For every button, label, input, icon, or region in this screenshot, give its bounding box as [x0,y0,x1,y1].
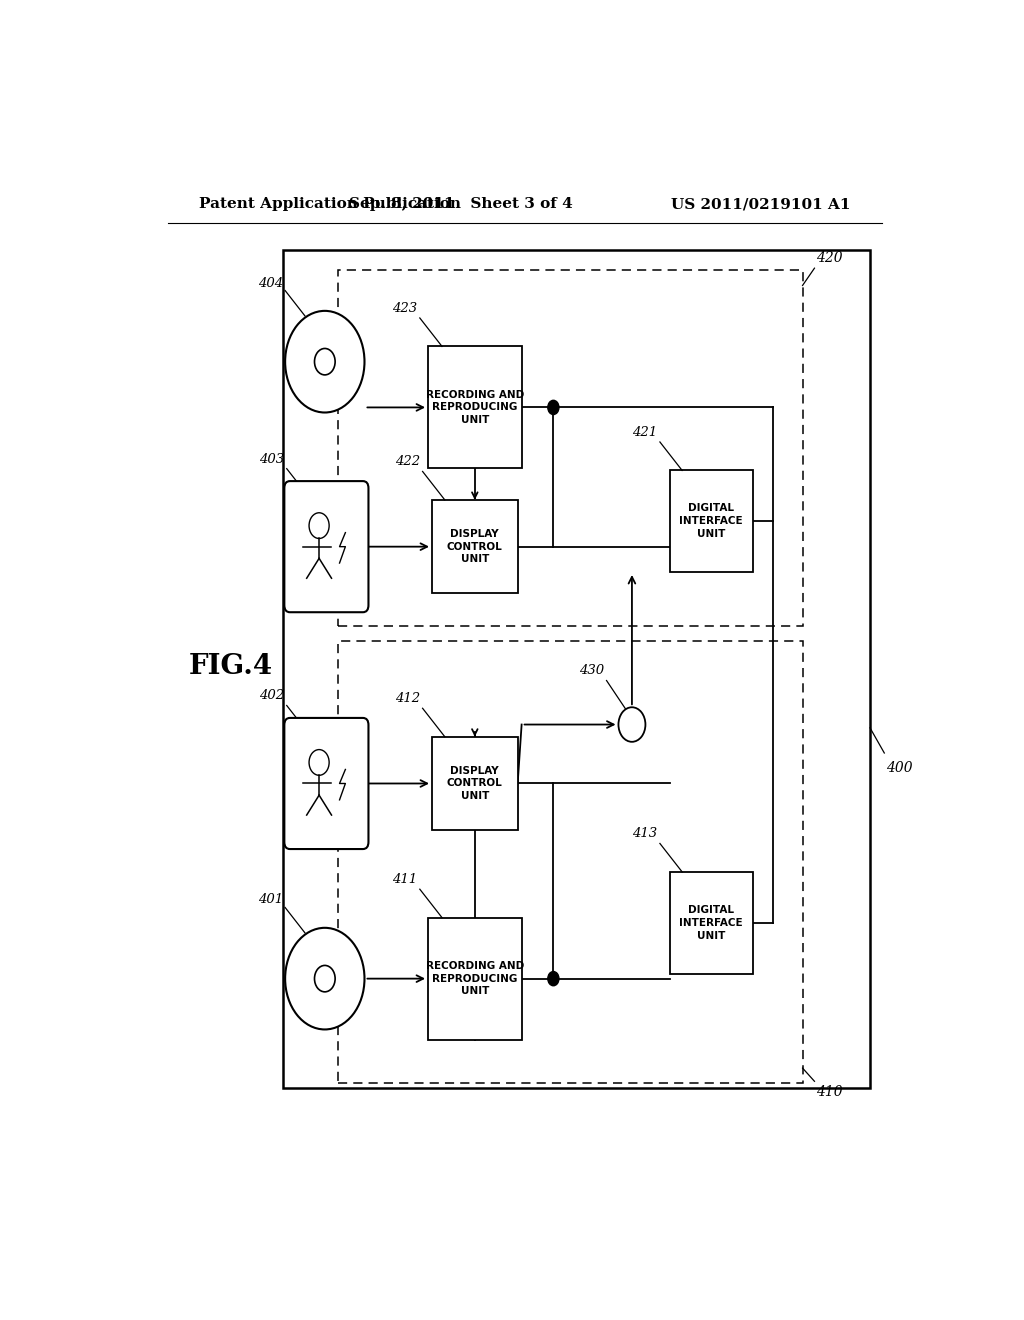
Text: 410: 410 [816,1085,843,1100]
Circle shape [285,928,365,1030]
FancyBboxPatch shape [432,737,518,830]
Text: DIGITAL
INTERFACE
UNIT: DIGITAL INTERFACE UNIT [680,503,743,539]
Text: Sep. 8, 2011   Sheet 3 of 4: Sep. 8, 2011 Sheet 3 of 4 [349,197,573,211]
FancyBboxPatch shape [432,500,518,594]
Circle shape [285,312,365,412]
Circle shape [314,965,335,991]
Text: DISPLAY
CONTROL
UNIT: DISPLAY CONTROL UNIT [446,529,503,565]
Circle shape [548,972,559,986]
Text: 404: 404 [258,276,283,289]
Text: 401: 401 [258,894,283,907]
Circle shape [309,750,329,775]
Text: FIG.4: FIG.4 [189,653,273,680]
Text: Patent Application Publication: Patent Application Publication [200,197,462,211]
Text: RECORDING AND
REPRODUCING
UNIT: RECORDING AND REPRODUCING UNIT [426,961,524,997]
FancyBboxPatch shape [670,470,753,572]
Text: DIGITAL
INTERFACE
UNIT: DIGITAL INTERFACE UNIT [680,906,743,941]
Text: 430: 430 [579,664,604,677]
FancyBboxPatch shape [283,249,870,1089]
Text: US 2011/0219101 A1: US 2011/0219101 A1 [671,197,850,211]
FancyBboxPatch shape [285,480,369,612]
Text: 413: 413 [633,828,657,841]
Circle shape [548,400,559,414]
Text: 403: 403 [259,453,285,466]
Text: 420: 420 [816,251,843,265]
Circle shape [314,348,335,375]
Circle shape [309,512,329,539]
Text: 402: 402 [259,689,285,702]
Circle shape [618,708,645,742]
FancyBboxPatch shape [428,917,521,1040]
Text: 423: 423 [392,302,418,315]
Text: 411: 411 [392,873,418,886]
Text: RECORDING AND
REPRODUCING
UNIT: RECORDING AND REPRODUCING UNIT [426,389,524,425]
FancyBboxPatch shape [428,346,521,469]
Text: 421: 421 [633,426,657,440]
Text: 422: 422 [395,455,420,469]
Text: 412: 412 [395,692,420,705]
FancyBboxPatch shape [285,718,369,849]
Text: 400: 400 [886,762,912,775]
Text: DISPLAY
CONTROL
UNIT: DISPLAY CONTROL UNIT [446,766,503,801]
FancyBboxPatch shape [670,873,753,974]
